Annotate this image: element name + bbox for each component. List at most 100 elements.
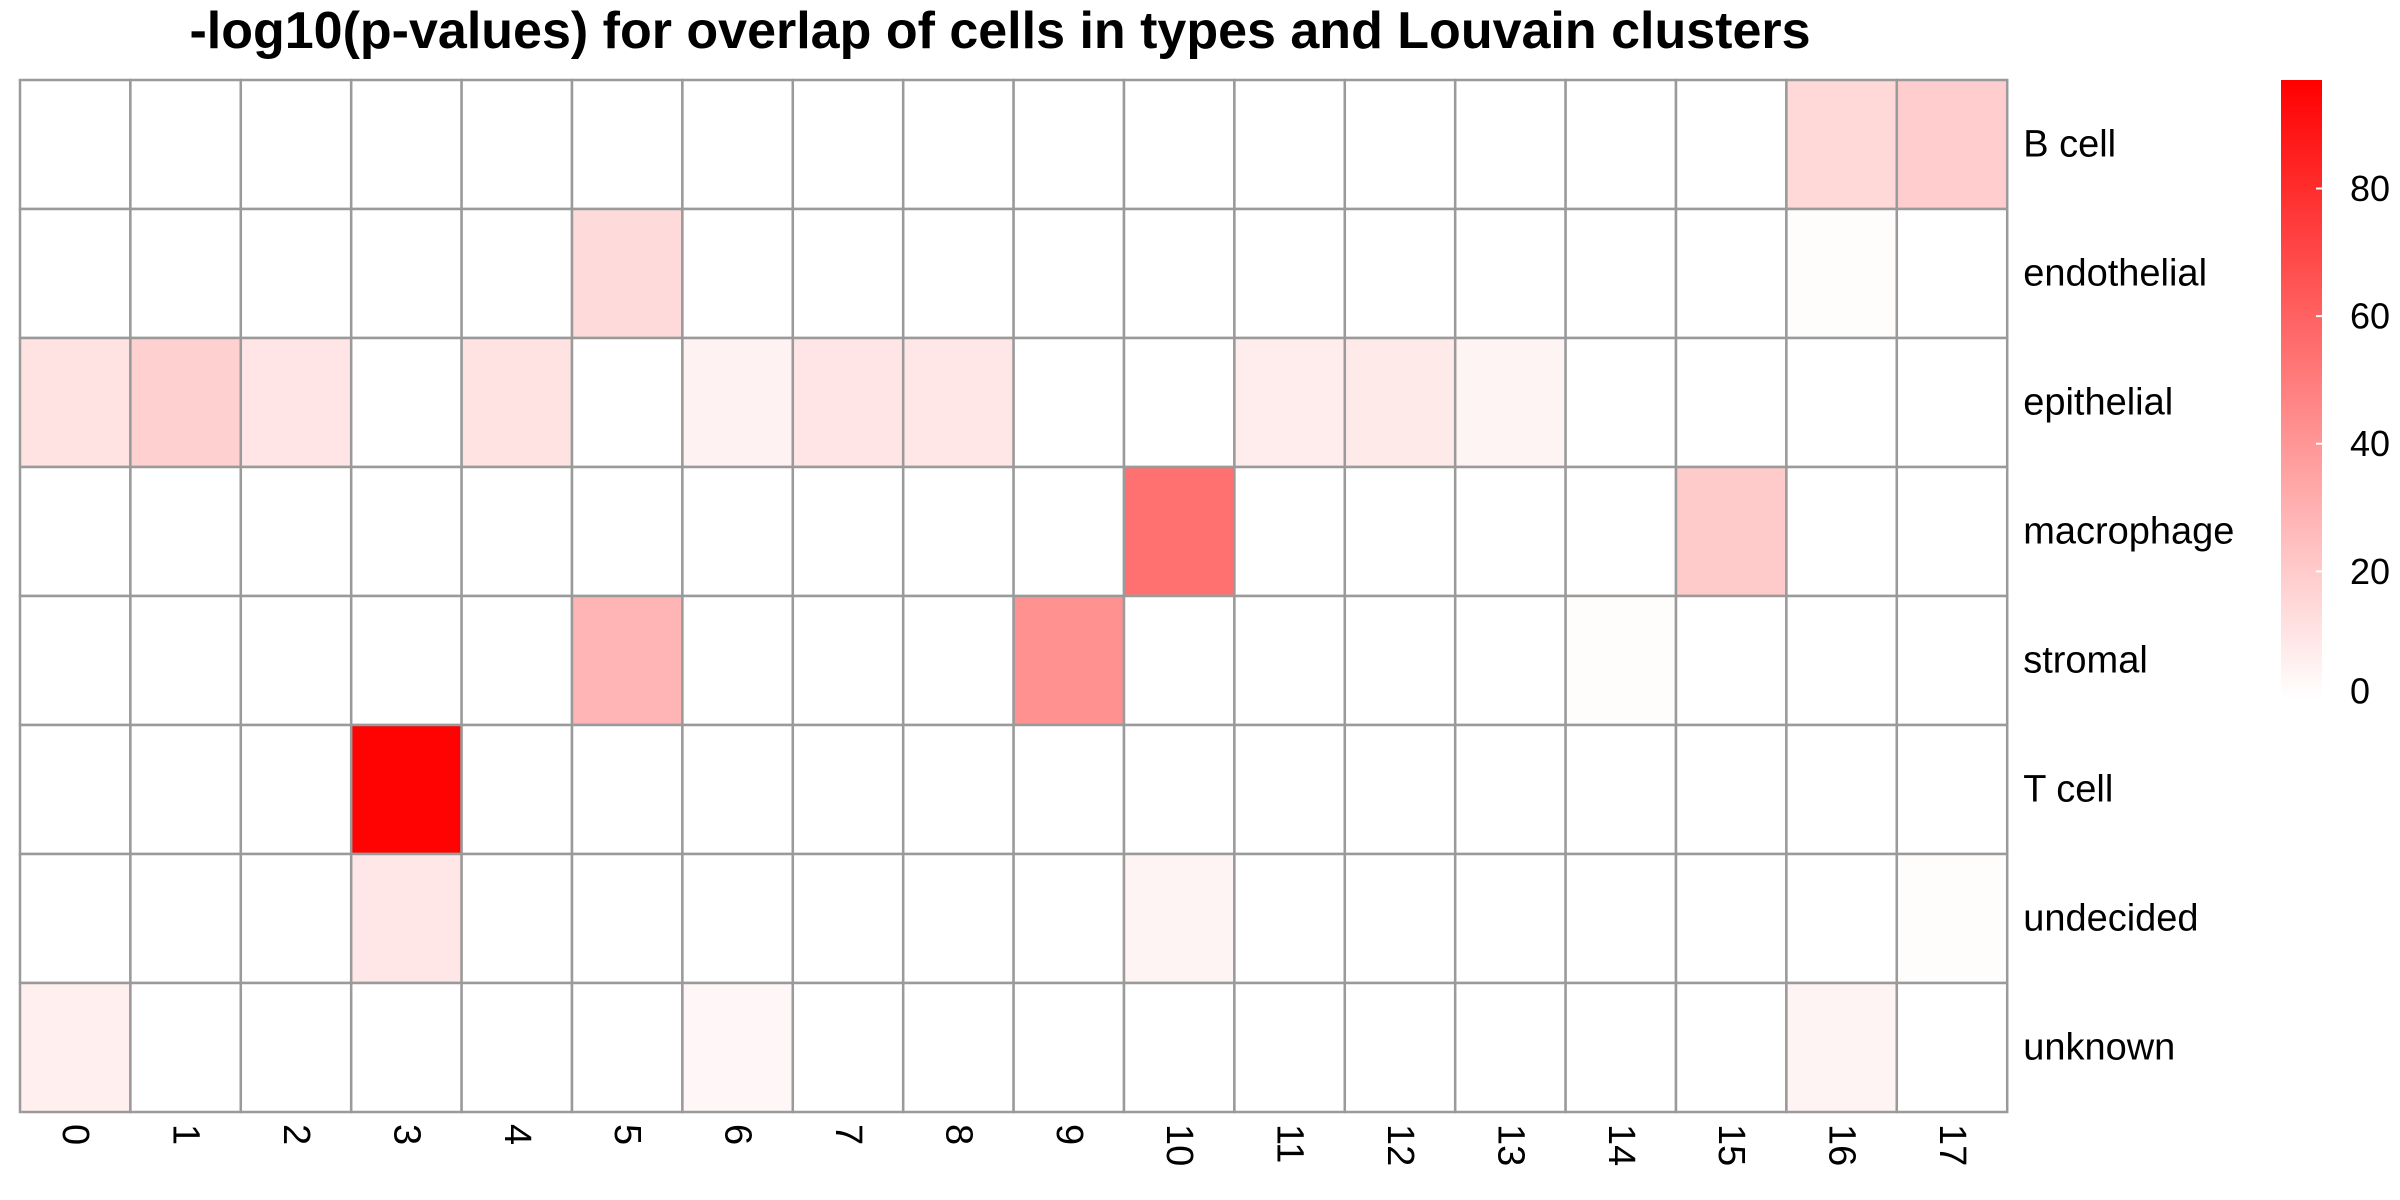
- heatmap-cell-endothelial-4: [460, 207, 574, 340]
- heatmap-cell-unknown-5: [570, 981, 684, 1114]
- legend-tick-0: 0: [2350, 671, 2370, 712]
- heatmap-cell-unknown-13: [1453, 981, 1567, 1114]
- heatmap-cell-stromal-10: [1122, 594, 1236, 727]
- legend-tick-80: 80: [2350, 168, 2390, 209]
- heatmap-cell-t-cell-0: [18, 723, 132, 856]
- row-label-stromal: stromal: [2023, 640, 2148, 682]
- column-label-9: 9: [1048, 1124, 1090, 1145]
- row-label-undecided: undecided: [2023, 898, 2198, 940]
- heatmap-cell-macrophage-0: [18, 465, 132, 598]
- heatmap-cell-t-cell-13: [1453, 723, 1567, 856]
- heatmap-cell-macrophage-17: [1895, 465, 2009, 598]
- heatmap-cell-undecided-11: [1233, 852, 1347, 985]
- column-label-17: 17: [1931, 1124, 1973, 1166]
- heatmap-cell-undecided-15: [1674, 852, 1788, 985]
- heatmap-cell-undecided-17: [1895, 852, 2009, 985]
- heatmap-cell-stromal-0: [18, 594, 132, 727]
- column-label-13: 13: [1489, 1124, 1531, 1166]
- heatmap-cell-t-cell-4: [460, 723, 574, 856]
- heatmap-cell-epithelial-13: [1453, 336, 1567, 469]
- row-label-endothelial: endothelial: [2023, 253, 2207, 295]
- column-labels: 0 1 2 3 4 5 6 7 8 9 10 11 12 13 14 15 16 17: [54, 1124, 1973, 1166]
- column-label-14: 14: [1600, 1124, 1642, 1166]
- heatmap-cell-endothelial-7: [791, 207, 905, 340]
- heatmap-cell-b-cell-6: [681, 78, 795, 211]
- heatmap-cell-unknown-10: [1122, 981, 1236, 1114]
- heatmap-cell-macrophage-11: [1233, 465, 1347, 598]
- heatmap-cell-unknown-15: [1674, 981, 1788, 1114]
- heatmap-cell-undecided-2: [239, 852, 353, 985]
- heatmap-cell-macrophage-10: [1122, 465, 1236, 598]
- heatmap-cell-stromal-16: [1785, 594, 1899, 727]
- heatmap-cell-stromal-14: [1564, 594, 1678, 727]
- heatmap-cell-macrophage-16: [1785, 465, 1899, 598]
- heatmap-cell-endothelial-6: [681, 207, 795, 340]
- column-label-1: 1: [165, 1124, 207, 1145]
- heatmap-cell-macrophage-8: [901, 465, 1015, 598]
- column-label-16: 16: [1821, 1124, 1863, 1166]
- heatmap-cell-b-cell-3: [349, 78, 463, 211]
- heatmap-cell-stromal-2: [239, 594, 353, 727]
- heatmap-cell-t-cell-3: [349, 723, 463, 856]
- heatmap-cell-stromal-17: [1895, 594, 2009, 727]
- heatmap-cell-b-cell-7: [791, 78, 905, 211]
- heatmap-cell-endothelial-15: [1674, 207, 1788, 340]
- column-label-15: 15: [1710, 1124, 1752, 1166]
- heatmap-cell-undecided-6: [681, 852, 795, 985]
- heatmap-cell-undecided-1: [129, 852, 243, 985]
- heatmap-cell-t-cell-5: [570, 723, 684, 856]
- heatmap-cell-epithelial-5: [570, 336, 684, 469]
- heatmap-cell-macrophage-2: [239, 465, 353, 598]
- heatmap-cell-endothelial-9: [1012, 207, 1126, 340]
- heatmap-cell-undecided-7: [791, 852, 905, 985]
- heatmap-cell-b-cell-2: [239, 78, 353, 211]
- heatmap-cell-unknown-6: [681, 981, 795, 1114]
- heatmap-cell-b-cell-15: [1674, 78, 1788, 211]
- heatmap-cell-unknown-14: [1564, 981, 1678, 1114]
- heatmap-cell-macrophage-13: [1453, 465, 1567, 598]
- heatmap-cell-stromal-4: [460, 594, 574, 727]
- heatmap-cell-t-cell-1: [129, 723, 243, 856]
- legend-tick-40: 40: [2350, 423, 2390, 464]
- heatmap-cell-epithelial-9: [1012, 336, 1126, 469]
- heatmap-cell-undecided-12: [1343, 852, 1457, 985]
- heatmap-cell-b-cell-11: [1233, 78, 1347, 211]
- heatmap-cell-endothelial-12: [1343, 207, 1457, 340]
- heatmap-cell-epithelial-2: [239, 336, 353, 469]
- heatmap-cell-stromal-9: [1012, 594, 1126, 727]
- row-label-t-cell: T cell: [2023, 769, 2113, 811]
- heatmap-cell-epithelial-17: [1895, 336, 2009, 469]
- heatmap-cell-stromal-11: [1233, 594, 1347, 727]
- row-label-epithelial: epithelial: [2023, 382, 2173, 424]
- heatmap-cell-undecided-0: [18, 852, 132, 985]
- heatmap-cell-macrophage-4: [460, 465, 574, 598]
- heatmap-cell-t-cell-2: [239, 723, 353, 856]
- heatmap-cell-endothelial-1: [129, 207, 243, 340]
- color-legend-bar: [2281, 80, 2322, 699]
- column-label-5: 5: [606, 1124, 648, 1145]
- heatmap-cell-b-cell-12: [1343, 78, 1457, 211]
- heatmap-cell-unknown-3: [349, 981, 463, 1114]
- heatmap-cell-endothelial-10: [1122, 207, 1236, 340]
- heatmap-cell-epithelial-6: [681, 336, 795, 469]
- column-label-12: 12: [1379, 1124, 1421, 1166]
- heatmap-cell-epithelial-4: [460, 336, 574, 469]
- heatmap-cell-macrophage-15: [1674, 465, 1788, 598]
- heatmap-cell-endothelial-16: [1785, 207, 1899, 340]
- row-label-macrophage: macrophage: [2023, 511, 2234, 553]
- heatmap-cell-t-cell-15: [1674, 723, 1788, 856]
- heatmap-cell-epithelial-12: [1343, 336, 1457, 469]
- heatmap-cell-macrophage-12: [1343, 465, 1457, 598]
- column-label-3: 3: [385, 1124, 427, 1145]
- heatmap-cell-b-cell-5: [570, 78, 684, 211]
- chart-title: -log10(p-values) for overlap of cells in…: [189, 2, 1810, 60]
- heatmap-cell-unknown-9: [1012, 981, 1126, 1114]
- heatmap-cell-endothelial-8: [901, 207, 1015, 340]
- heatmap-cell-macrophage-9: [1012, 465, 1126, 598]
- column-label-8: 8: [937, 1124, 979, 1145]
- heatmap-cell-undecided-4: [460, 852, 574, 985]
- heatmap-cell-unknown-11: [1233, 981, 1347, 1114]
- column-label-11: 11: [1269, 1124, 1311, 1163]
- heatmap-cell-unknown-7: [791, 981, 905, 1114]
- heatmap-cell-endothelial-0: [18, 207, 132, 340]
